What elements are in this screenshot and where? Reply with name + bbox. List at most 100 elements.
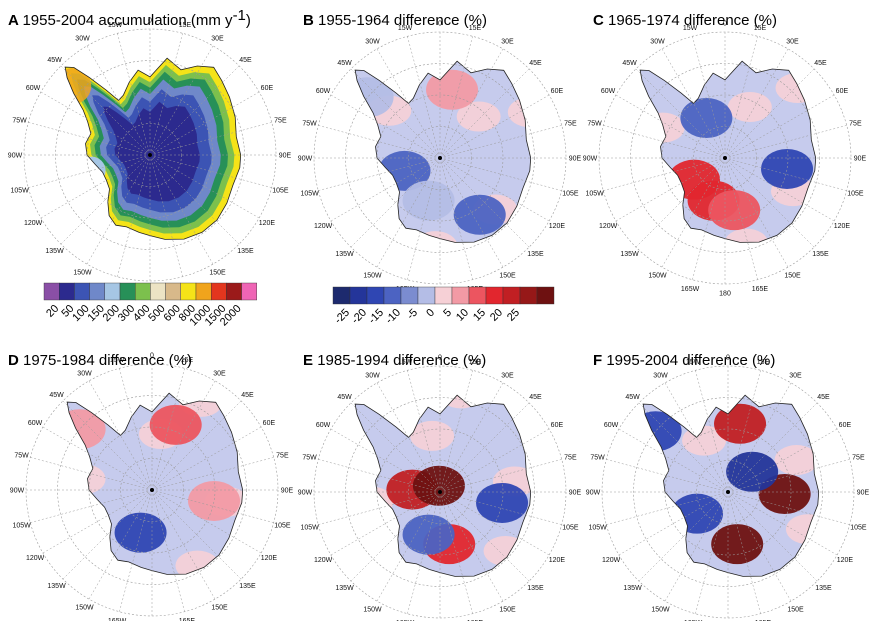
longitude-label: 45E <box>814 60 827 67</box>
meridian <box>727 459 850 493</box>
meridian <box>439 491 562 525</box>
meridian <box>439 157 562 191</box>
longitude-label: 60W <box>601 88 616 95</box>
anomaly-patch <box>507 97 531 128</box>
meridian <box>618 491 729 556</box>
anomaly-wilkes-land-coast <box>453 194 506 235</box>
meridian <box>618 428 729 493</box>
meridian <box>40 91 151 156</box>
colorbar-swatch <box>434 286 453 305</box>
anomaly-patch <box>643 506 688 537</box>
meridian <box>330 491 441 556</box>
latitude-ring <box>88 426 216 554</box>
meridian <box>350 402 441 493</box>
coastline <box>354 60 532 243</box>
colorbar-tick-label: 10 <box>454 307 471 324</box>
meridian <box>603 125 726 159</box>
meridian <box>692 157 726 280</box>
longitude-label: 45E <box>239 57 252 64</box>
colorbar-swatch <box>104 282 121 301</box>
meridian <box>60 65 151 156</box>
meridian <box>318 491 441 525</box>
longitude-label: 135W <box>45 248 64 255</box>
pole-marker <box>723 156 727 160</box>
meridian <box>439 428 550 493</box>
colorbar-swatch <box>366 286 385 305</box>
longitude-label: 105W <box>585 190 604 197</box>
meridian <box>692 36 726 159</box>
longitude-label: 15E <box>469 25 482 32</box>
anomaly-patch <box>410 420 455 451</box>
colorbar-tick-label: 5 <box>441 307 454 320</box>
anomaly-patch <box>727 92 772 123</box>
meridian <box>88 380 153 491</box>
longitude-label: 75E <box>564 121 577 128</box>
longitude-label: 90E <box>569 490 582 497</box>
meridian <box>350 157 441 248</box>
meridian <box>439 68 530 159</box>
panel-b: B 1955-1964 difference (%)0 15E 30E 45E 60E 7… <box>298 12 582 298</box>
meridian <box>149 45 214 156</box>
longitude-label: 120E <box>834 223 851 230</box>
meridian <box>149 122 272 156</box>
longitude-label: 90W <box>583 156 598 163</box>
latitude-ring <box>661 94 789 222</box>
longitude-label: 120W <box>314 223 333 230</box>
panel-c: C 1965-1974 difference (%)0 15E 30E 45E 60E 7… <box>583 12 867 298</box>
panel-title: A 1955-2004 accumulation (mm y-1) <box>8 7 251 29</box>
colorbar-tick-label: 25 <box>505 307 522 324</box>
meridian <box>724 157 835 222</box>
anomaly-dronning-maud-land <box>426 69 479 110</box>
longitude-label: 105W <box>300 190 319 197</box>
anomaly-patch <box>640 112 685 143</box>
longitude-label: 90W <box>298 156 313 163</box>
meridian <box>149 33 183 156</box>
meridian <box>727 491 761 614</box>
meridian <box>724 157 758 280</box>
meridian <box>42 489 153 554</box>
longitude-label: 60E <box>551 88 564 95</box>
longitude-label: 45W <box>337 394 352 401</box>
anomaly-dronning-maud-land <box>714 403 767 444</box>
meridian <box>606 491 729 525</box>
colorbar-swatch <box>536 286 555 305</box>
longitude-label: 60E <box>261 85 274 92</box>
latitude-ring <box>118 123 182 187</box>
longitude-label: 150W <box>363 272 382 279</box>
anomaly-antarctic-peninsula <box>643 411 682 452</box>
meridian <box>151 368 185 491</box>
meridian <box>330 94 441 159</box>
longitude-label: 75W <box>302 121 317 128</box>
continent-field <box>640 61 816 243</box>
longitude-label: 105E <box>562 190 579 197</box>
anomaly-antarctic-peninsula <box>355 77 394 118</box>
meridian <box>119 368 153 491</box>
longitude-label: 165W <box>108 618 127 621</box>
meridian <box>149 154 272 188</box>
meridian <box>635 157 726 248</box>
longitude-label: 120E <box>259 220 276 227</box>
meridian <box>727 370 761 493</box>
meridian <box>439 370 473 493</box>
colorbar-swatch <box>519 286 538 305</box>
anomaly-victoria-land <box>711 524 764 565</box>
panel-e: E 1985-1994 difference (%)0 15E 30E 45E 60E 7… <box>298 352 582 621</box>
longitude-label: 135E <box>812 251 829 258</box>
longitude-label: 120E <box>549 557 566 564</box>
anomaly-victoria-land <box>708 190 761 231</box>
longitude-label: 15E <box>469 359 482 366</box>
colorbar-swatch <box>210 282 227 301</box>
colorbar-swatch <box>119 282 136 301</box>
anomaly-patch <box>724 228 769 243</box>
meridian <box>695 370 729 493</box>
longitude-label: 60W <box>26 85 41 92</box>
longitude-label: 45E <box>529 60 542 67</box>
longitude-label: 75E <box>274 118 287 125</box>
meridian <box>149 154 260 219</box>
meridian <box>119 489 153 612</box>
colorbar-swatch <box>451 286 470 305</box>
colorbar-tick-label: -25 <box>332 307 352 327</box>
latitude-ring <box>408 126 472 190</box>
colorbar-swatch <box>400 286 419 305</box>
colorbar-swatch <box>332 286 351 305</box>
